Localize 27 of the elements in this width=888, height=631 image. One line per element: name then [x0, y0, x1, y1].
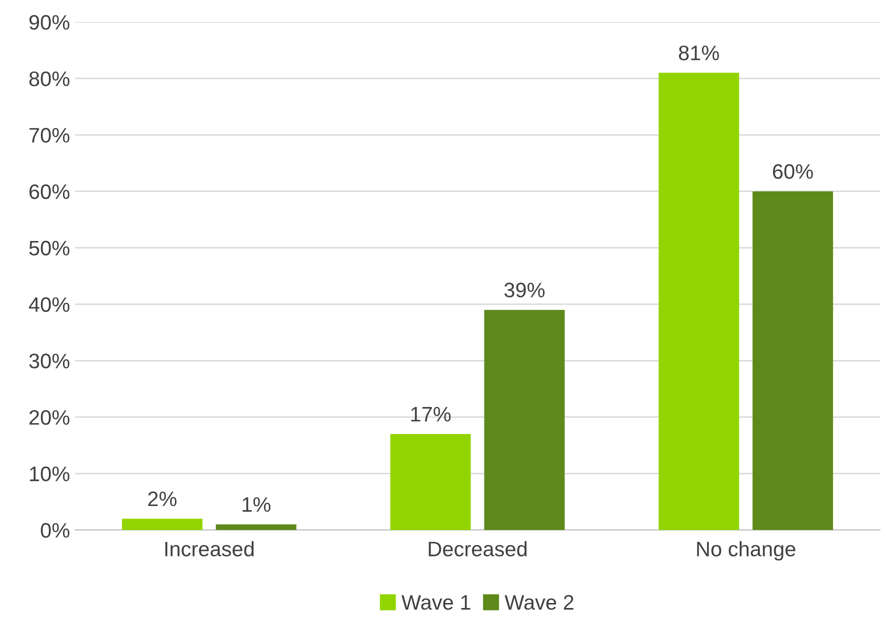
data-label: 39%	[504, 282, 545, 298]
bar	[122, 518, 202, 530]
bar	[216, 524, 296, 530]
legend-label: Wave 2	[504, 595, 574, 610]
data-label: 1%	[242, 497, 270, 512]
bar	[752, 191, 834, 530]
data-label: 2%	[148, 492, 177, 506]
data-label: 81%	[678, 46, 719, 60]
y-tick-label: 10%	[30, 466, 70, 482]
data-label: 17%	[411, 406, 451, 422]
y-tick-label: 30%	[29, 354, 70, 368]
y-tick-label: 60%	[30, 184, 70, 200]
y-tick-label: 70%	[30, 128, 70, 143]
bar	[658, 72, 740, 530]
x-tick-label: No change	[697, 541, 796, 561]
y-tick-label: 90%	[29, 15, 70, 30]
bar	[484, 310, 565, 530]
y-tick-label: 80%	[29, 71, 70, 86]
bar	[390, 434, 471, 530]
data-label: 60%	[773, 164, 813, 179]
x-tick-label: Decreased	[428, 541, 527, 556]
x-tick-label: Increased	[165, 541, 254, 556]
y-tick-label: 20%	[29, 410, 70, 425]
y-tick-label: 50%	[29, 240, 70, 256]
y-tick-label: 0%	[40, 523, 70, 538]
legend-label: Wave 1	[401, 595, 470, 610]
y-tick-label: 40%	[28, 297, 70, 312]
